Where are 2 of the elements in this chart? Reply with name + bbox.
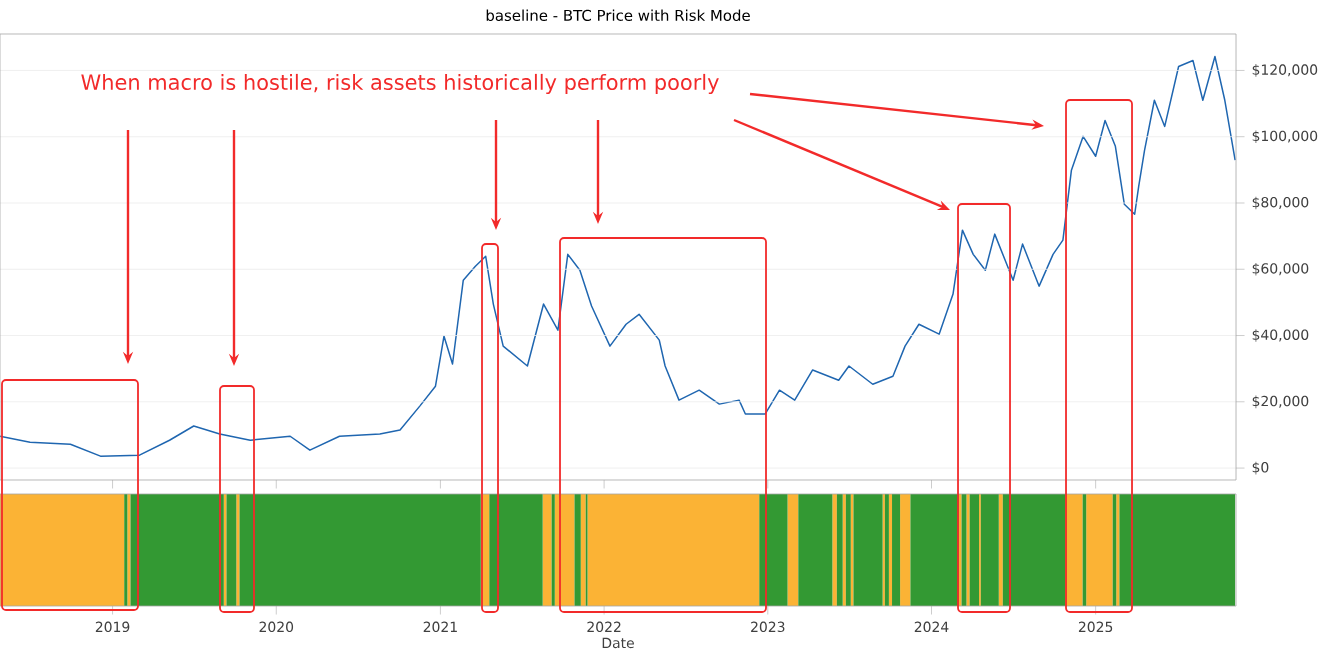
annotation: When macro is hostile, risk assets historically perform poorly (81, 73, 719, 95)
line-series (0, 55, 1236, 457)
